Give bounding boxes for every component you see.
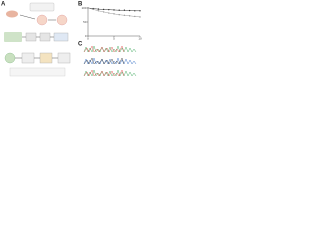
dish-icon: [4, 52, 16, 64]
point: [128, 15, 131, 17]
chromatograms: [83, 45, 137, 77]
box: [29, 2, 55, 12]
point: [108, 12, 110, 14]
panel-label: A: [1, 2, 6, 8]
point: [102, 11, 105, 13]
point: [113, 9, 115, 11]
point: [134, 10, 136, 12]
cell-icon: [36, 14, 48, 26]
cell-icon: [56, 14, 68, 26]
point: [123, 9, 126, 11]
point: [118, 9, 120, 11]
trace: [83, 69, 125, 77]
box: [53, 32, 69, 42]
panel-label: C: [78, 42, 83, 48]
trace: [83, 69, 137, 77]
y-tick-label: 50: [83, 20, 87, 24]
point: [102, 8, 105, 11]
x-tick-label: 5: [113, 36, 115, 40]
point: [97, 8, 100, 10]
point: [97, 10, 100, 12]
diagram: [4, 2, 71, 77]
trace: [83, 57, 137, 65]
trace: [83, 57, 125, 65]
point: [139, 16, 141, 18]
point: [113, 13, 115, 15]
point: [118, 14, 120, 16]
trace: [83, 45, 125, 53]
y-tick-label: 0: [85, 34, 87, 38]
panel-label: B: [78, 2, 83, 8]
point: [134, 15, 136, 18]
point: [128, 9, 131, 12]
box: [39, 32, 51, 42]
box: [39, 52, 53, 64]
point: [123, 14, 126, 16]
trace: [83, 45, 137, 53]
box: [21, 52, 35, 64]
box: [9, 67, 66, 77]
point: [139, 10, 141, 12]
point: [108, 8, 110, 11]
cells-icon: [4, 32, 22, 42]
x-tick-label: 0: [87, 36, 89, 40]
arrow: [19, 14, 56, 21]
mouse-icon: [6, 10, 18, 18]
y-tick-label: 100: [81, 6, 86, 10]
box: [25, 32, 37, 42]
x-tick-label: 10: [138, 36, 142, 40]
point: [92, 8, 94, 11]
point: [87, 7, 89, 9]
box: [57, 52, 71, 64]
